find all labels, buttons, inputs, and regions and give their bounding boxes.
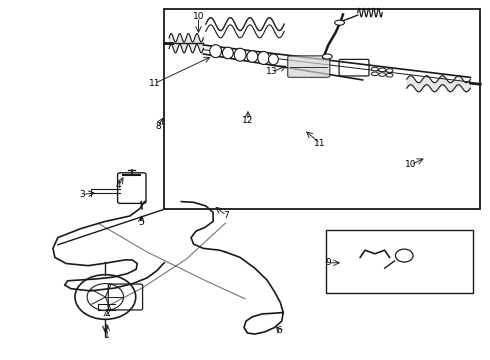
Text: 7: 7 xyxy=(223,211,229,220)
Text: 9: 9 xyxy=(325,258,331,267)
Text: 13: 13 xyxy=(266,68,278,77)
Ellipse shape xyxy=(322,54,332,59)
Text: 2: 2 xyxy=(104,309,110,318)
Ellipse shape xyxy=(234,48,246,61)
Ellipse shape xyxy=(258,51,270,64)
Ellipse shape xyxy=(386,73,393,77)
Text: 3: 3 xyxy=(79,190,85,199)
Ellipse shape xyxy=(379,73,386,76)
Text: 4: 4 xyxy=(116,181,122,190)
Ellipse shape xyxy=(379,68,386,72)
Ellipse shape xyxy=(335,20,344,25)
Text: 10: 10 xyxy=(193,12,204,22)
Ellipse shape xyxy=(269,54,278,65)
Ellipse shape xyxy=(371,72,378,76)
Bar xyxy=(326,230,473,293)
Ellipse shape xyxy=(210,45,221,58)
Text: 11: 11 xyxy=(314,139,326,148)
Text: 8: 8 xyxy=(155,122,161,131)
Text: 12: 12 xyxy=(242,116,254,125)
Text: 5: 5 xyxy=(138,218,144,227)
Text: 11: 11 xyxy=(148,79,160,88)
Ellipse shape xyxy=(386,69,393,72)
Bar xyxy=(164,9,480,209)
Text: 10: 10 xyxy=(405,161,416,169)
Circle shape xyxy=(395,249,413,262)
Ellipse shape xyxy=(371,67,378,71)
FancyBboxPatch shape xyxy=(288,56,330,77)
Text: 6: 6 xyxy=(276,326,282,335)
Ellipse shape xyxy=(247,51,258,62)
Ellipse shape xyxy=(222,47,233,59)
Text: 1: 1 xyxy=(104,331,110,340)
